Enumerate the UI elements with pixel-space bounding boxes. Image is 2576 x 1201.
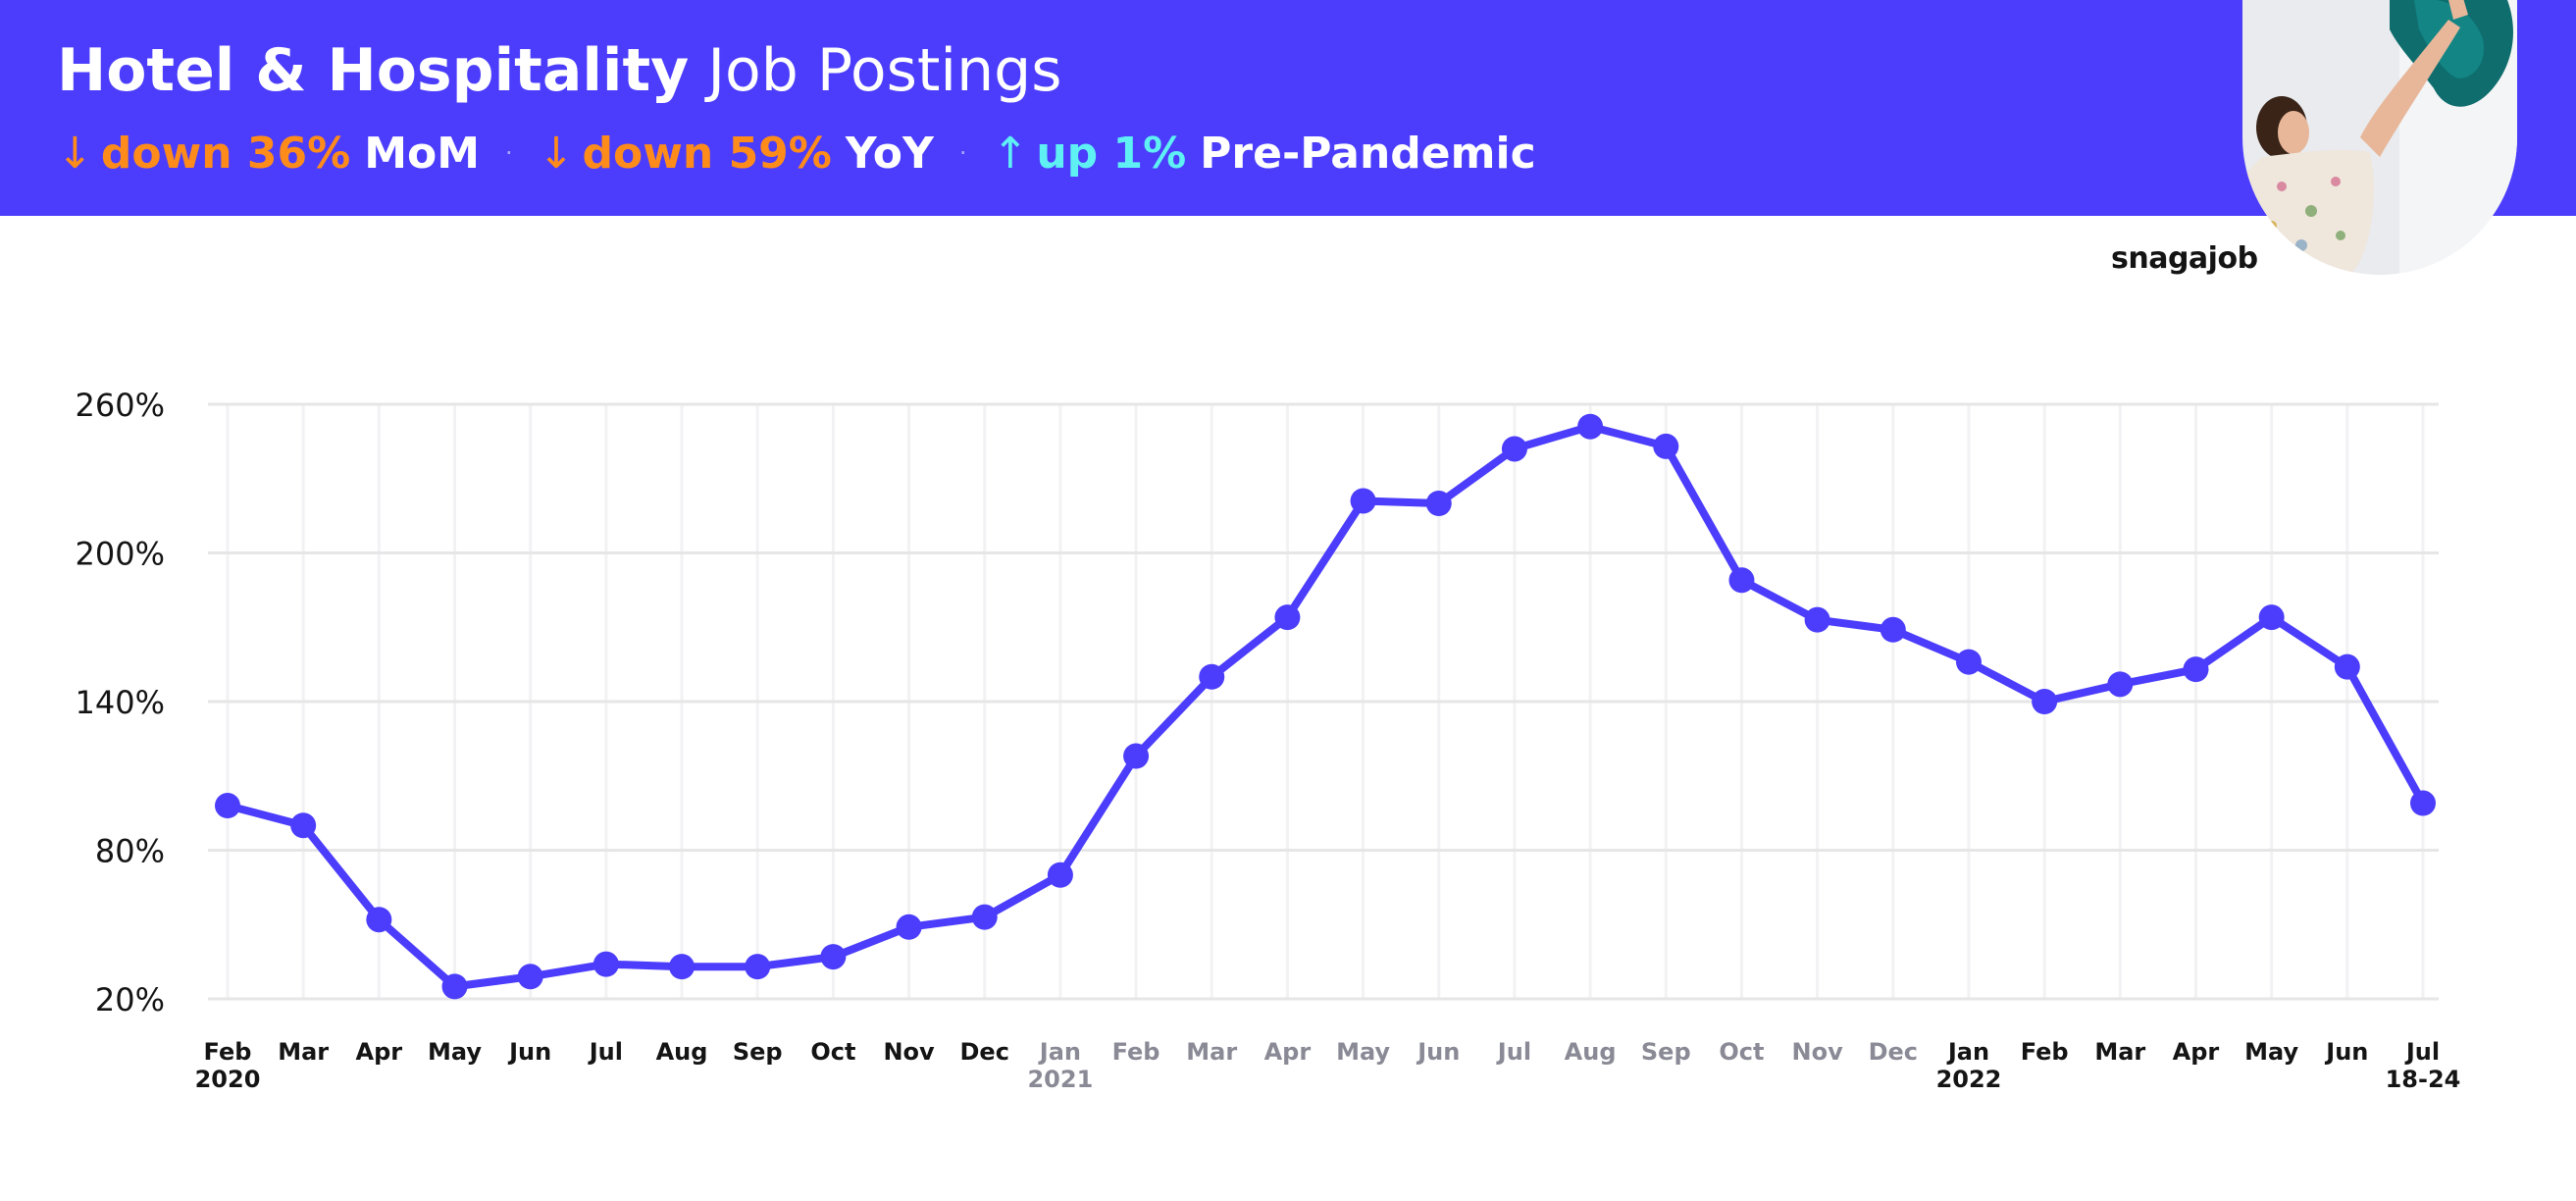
data-point (820, 944, 847, 970)
data-point (2258, 604, 2285, 631)
data-point (1728, 567, 1755, 594)
x-tick-year-label: 18-24 (2386, 1066, 2461, 1093)
stat-yoy-label: YoY (845, 128, 934, 179)
data-point (971, 904, 998, 930)
y-tick-label: 20% (95, 981, 165, 1018)
x-tick-label: Apr (2173, 1038, 2220, 1066)
y-tick-label: 80% (95, 833, 165, 870)
x-tick-label: Dec (1869, 1038, 1918, 1066)
data-point (1047, 862, 1073, 888)
stat-prepandemic-label: Pre-Pandemic (1200, 128, 1536, 179)
data-point (366, 907, 392, 933)
series-line (224, 422, 2427, 991)
x-tick-label: Mar (278, 1038, 329, 1066)
y-axis: 20% 80% 140% 200% 260% (76, 387, 165, 1018)
x-tick-label: Sep (733, 1038, 783, 1066)
data-point (1350, 488, 1376, 514)
x-tick-label: Jun (2324, 1038, 2368, 1066)
x-tick-label: Feb (204, 1038, 252, 1066)
data-point (2183, 656, 2209, 683)
data-point (745, 954, 771, 980)
x-tick-label: Jul (2404, 1038, 2440, 1066)
x-tick-label: May (428, 1038, 482, 1066)
x-tick-label: Oct (810, 1038, 855, 1066)
hero-photo (2242, 0, 2517, 275)
data-point (2410, 790, 2436, 816)
data-point (215, 793, 240, 819)
header-banner: Hotel & Hospitality Job Postings ↓ down … (0, 0, 2576, 216)
down-arrow-icon: ↓ (538, 128, 575, 179)
data-point (1955, 649, 1982, 675)
data-point (2107, 671, 2134, 698)
x-tick-label: Jan (1038, 1038, 1081, 1066)
data-point (669, 954, 696, 980)
photo-illustration (2242, 0, 2517, 275)
x-tick-label: Nov (1792, 1038, 1844, 1066)
x-tick-year-label: 2020 (195, 1066, 261, 1093)
stat-mom: ↓ down 36% MoM (57, 129, 480, 179)
data-point (1804, 606, 1830, 633)
data-point (2334, 653, 2360, 680)
x-tick-year-label: 2022 (1936, 1066, 2002, 1093)
x-tick-label: Dec (960, 1038, 1009, 1066)
grid (208, 402, 2439, 1001)
x-tick-label: May (2244, 1038, 2298, 1066)
x-tick-year-label: 2021 (1027, 1066, 1093, 1093)
x-tick-label: Apr (356, 1038, 403, 1066)
data-point (290, 812, 317, 839)
stat-yoy-value: down 59% (582, 128, 832, 179)
x-tick-label: May (1336, 1038, 1390, 1066)
down-arrow-icon: ↓ (57, 128, 93, 179)
x-tick-label: Nov (883, 1038, 935, 1066)
x-tick-label: Aug (1565, 1038, 1617, 1066)
title-bold: Hotel & Hospitality (57, 36, 690, 105)
x-tick-label: Mar (2094, 1038, 2145, 1066)
data-point (1880, 616, 1906, 643)
stat-mom-label: MoM (364, 128, 481, 179)
y-tick-label: 140% (76, 684, 165, 721)
stat-prepandemic-value: up 1% (1036, 128, 1187, 179)
data-point (1501, 436, 1527, 462)
stat-separator: · (505, 139, 513, 167)
data-point (1123, 743, 1150, 769)
data-point (1425, 491, 1452, 516)
x-tick-label: Jul (588, 1038, 623, 1066)
data-point (441, 973, 468, 1000)
x-tick-label: Mar (1186, 1038, 1237, 1066)
stat-mom-value: down 36% (100, 128, 351, 179)
x-tick-label: Oct (1719, 1038, 1764, 1066)
x-tick-label: Jul (1496, 1038, 1531, 1066)
stat-separator: · (958, 139, 967, 167)
x-tick-label: Apr (1264, 1038, 1312, 1066)
x-tick-label: Aug (656, 1038, 708, 1066)
x-tick-label: Feb (1112, 1038, 1160, 1066)
brand-logo: snagajob (2111, 241, 2258, 276)
stat-yoy: ↓ down 59% YoY (539, 129, 934, 179)
page-title: Hotel & Hospitality Job Postings (57, 29, 1061, 112)
stats-row: ↓ down 36% MoM · ↓ down 59% YoY · ↑ up 1… (57, 122, 1536, 184)
x-tick-label: Feb (2021, 1038, 2069, 1066)
x-tick-label: Jun (1416, 1038, 1460, 1066)
data-point (592, 951, 619, 977)
data-point (1577, 413, 1604, 440)
data-point (2032, 689, 2058, 714)
y-tick-label: 200% (76, 536, 165, 573)
stat-prepandemic: ↑ up 1% Pre-Pandemic (992, 129, 1535, 179)
data-points (215, 413, 2436, 1000)
data-point (896, 914, 922, 940)
x-tick-label: Jun (507, 1038, 551, 1066)
up-arrow-icon: ↑ (992, 128, 1029, 179)
title-regular: Job Postings (707, 36, 1062, 105)
data-point (1653, 433, 1679, 459)
y-tick-label: 260% (76, 387, 165, 424)
x-tick-label: Jan (1946, 1038, 1989, 1066)
data-point (517, 964, 543, 990)
data-point (1274, 604, 1301, 631)
x-tick-label: Sep (1641, 1038, 1691, 1066)
data-point (1199, 663, 1225, 690)
